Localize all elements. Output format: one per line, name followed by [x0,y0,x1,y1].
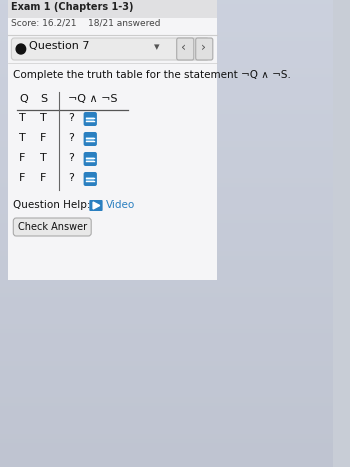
FancyBboxPatch shape [86,117,94,121]
Text: Video: Video [105,200,135,210]
FancyBboxPatch shape [12,38,209,60]
FancyBboxPatch shape [84,152,97,166]
FancyBboxPatch shape [86,137,94,141]
Text: Q: Q [19,94,28,104]
Text: F: F [40,173,46,183]
Text: F: F [19,173,26,183]
Text: T: T [19,113,26,123]
Bar [86,177,94,181]
Text: Score: 16.2/21    18/21 answered: Score: 16.2/21 18/21 answered [12,19,161,28]
Bar [86,137,94,141]
Text: Question 7: Question 7 [28,41,89,51]
FancyBboxPatch shape [84,112,97,126]
Text: T: T [40,153,47,163]
FancyBboxPatch shape [84,172,97,186]
Text: Complete the truth table for the statement ¬Q ∧ ¬S.: Complete the truth table for the stateme… [13,70,291,80]
FancyBboxPatch shape [13,218,91,236]
Text: ?: ? [68,173,74,183]
Text: Check Answer: Check Answer [18,222,87,232]
Text: T: T [40,113,47,123]
FancyBboxPatch shape [86,177,94,181]
Text: ¬Q ∧ ¬S: ¬Q ∧ ¬S [68,94,118,104]
Text: ?: ? [68,133,74,143]
Bar [8,0,217,280]
Text: T: T [19,133,26,143]
Polygon shape [93,202,100,209]
Text: Question Help:: Question Help: [13,200,91,210]
Bar [8,0,217,18]
Bar [86,117,94,121]
Circle shape [16,44,26,54]
Text: Exam 1 (Chapters 1-3): Exam 1 (Chapters 1-3) [12,2,134,12]
FancyBboxPatch shape [86,157,94,161]
Text: ▾: ▾ [154,42,160,52]
FancyBboxPatch shape [196,38,213,60]
Text: S: S [40,94,47,104]
Text: ‹: ‹ [181,41,187,54]
FancyBboxPatch shape [89,200,103,211]
Bar [86,157,94,161]
FancyBboxPatch shape [84,132,97,146]
Text: ?: ? [68,153,74,163]
FancyBboxPatch shape [177,38,194,60]
Text: F: F [19,153,26,163]
Text: ?: ? [68,113,74,123]
Text: ›: › [201,41,205,54]
Text: F: F [40,133,46,143]
